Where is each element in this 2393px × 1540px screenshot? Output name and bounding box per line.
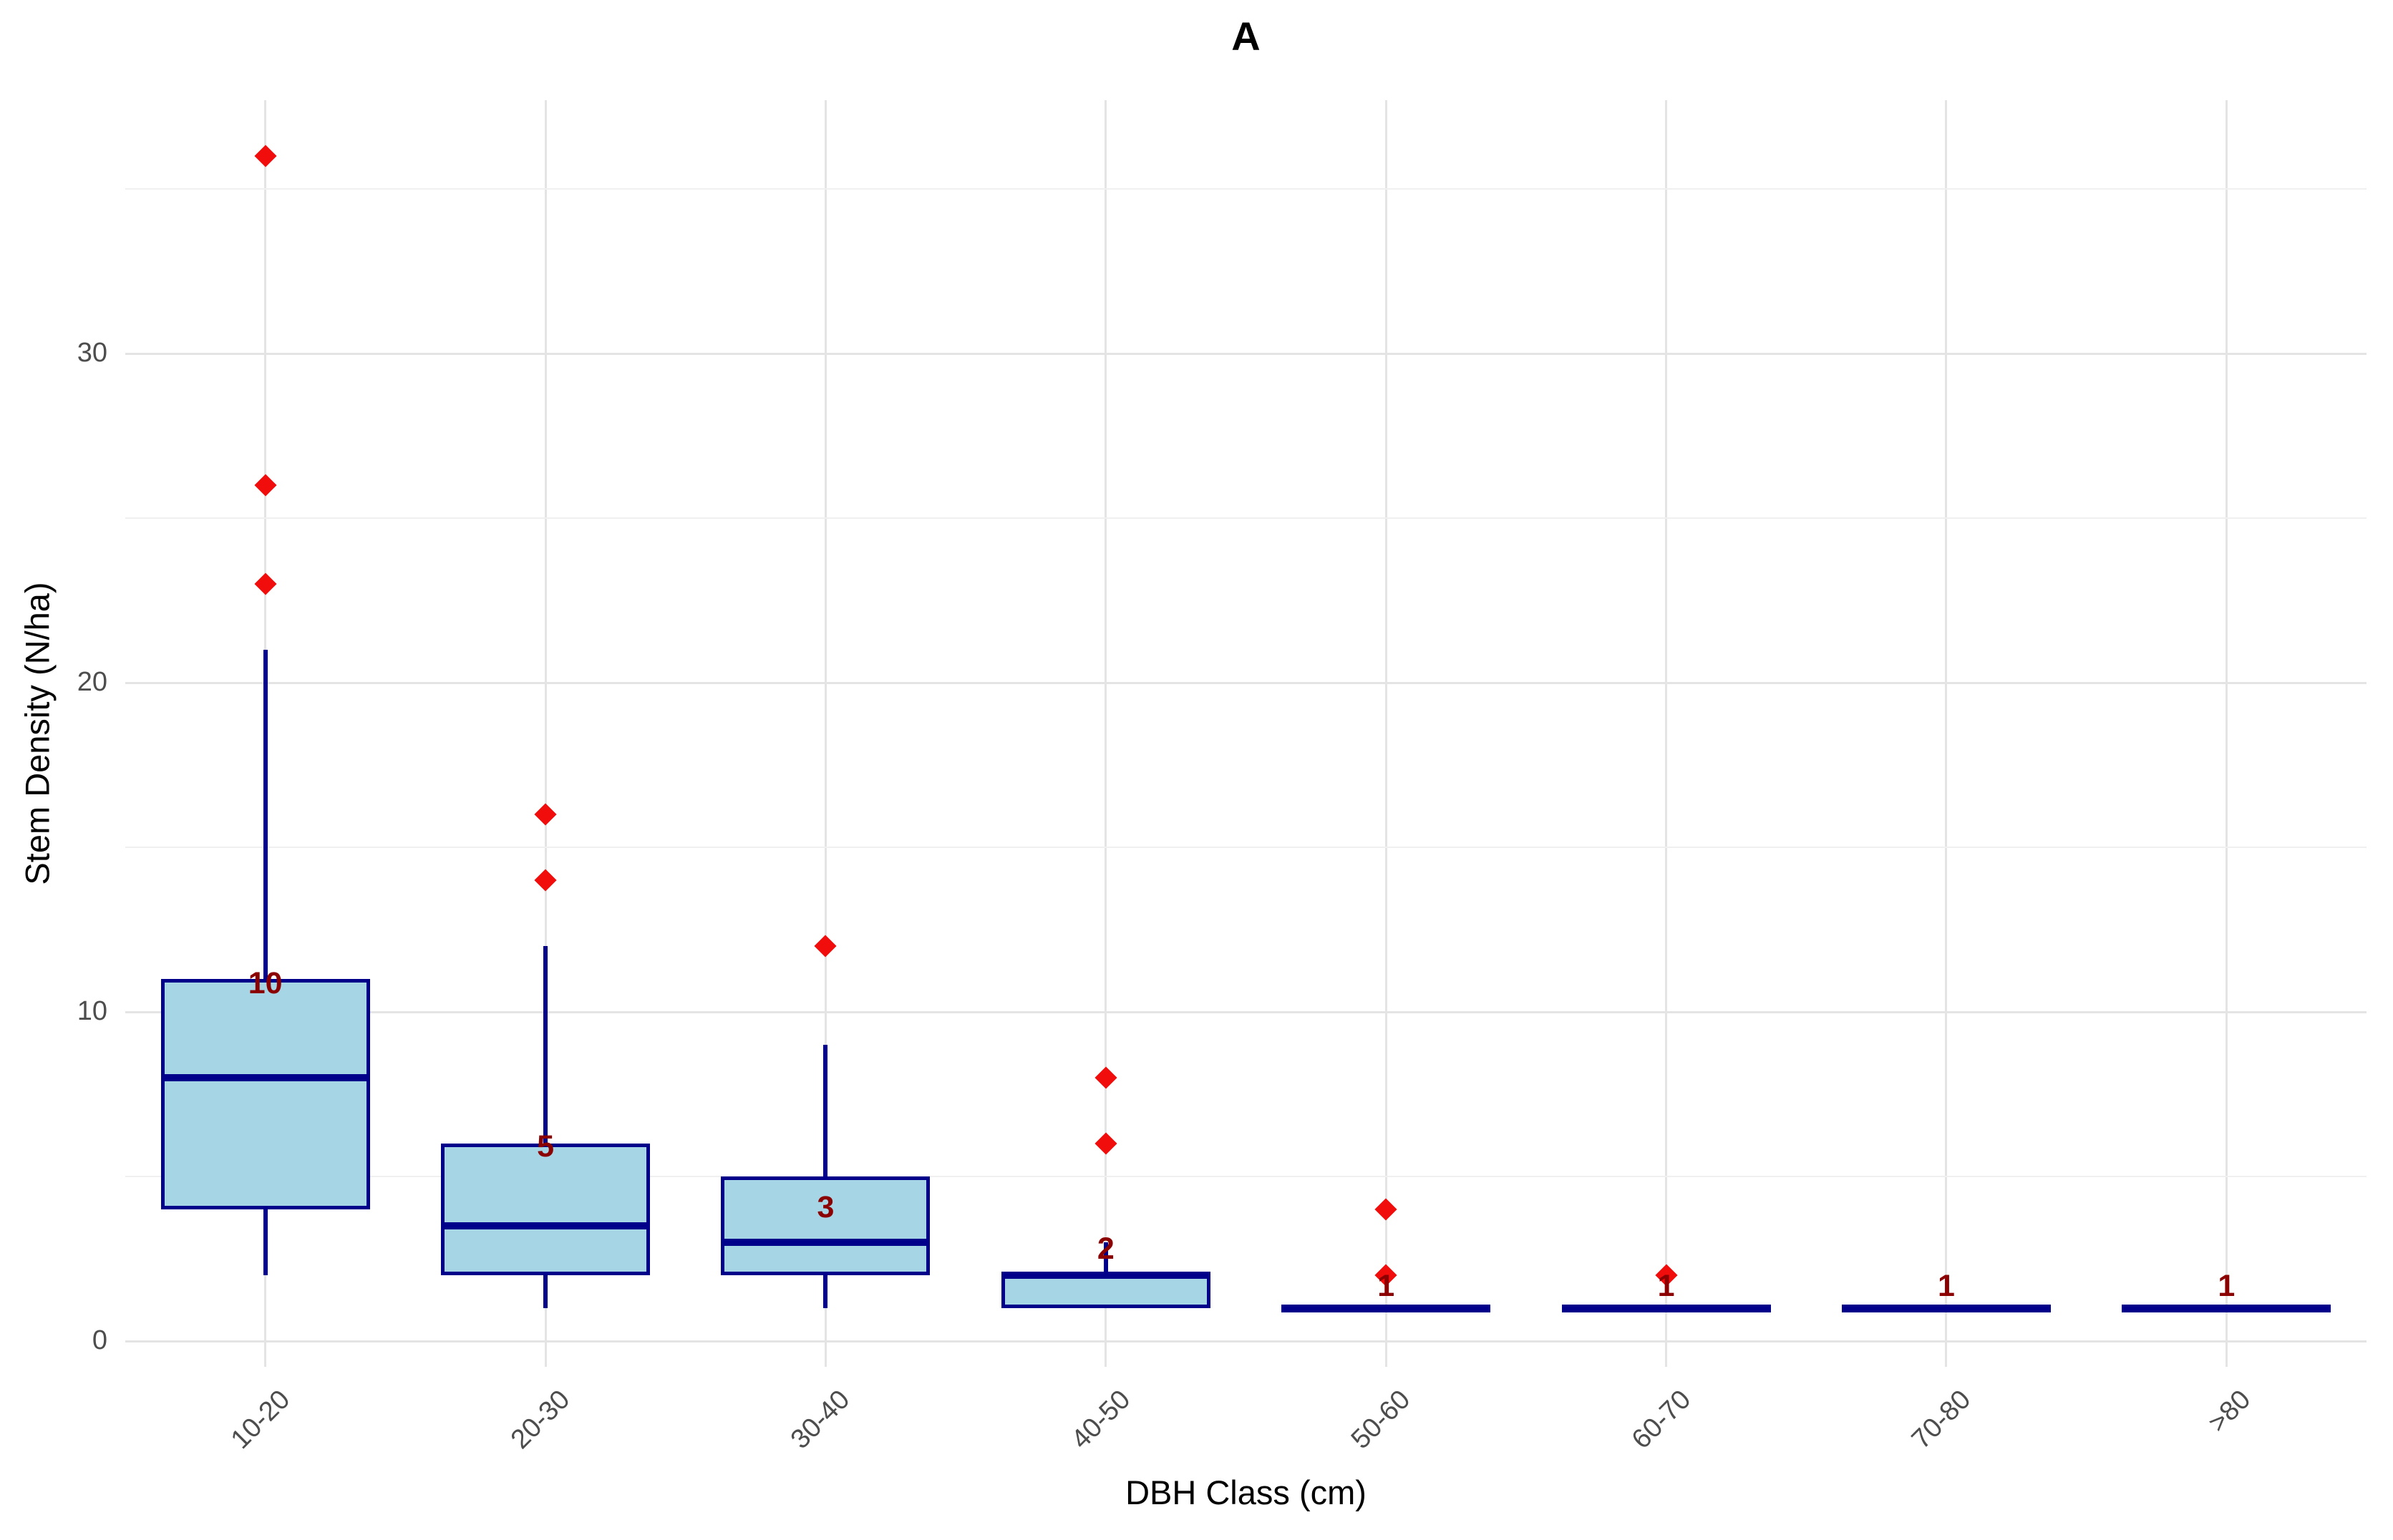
- plot-panel: 10 5 3 2 1 1 1 1: [125, 100, 2367, 1367]
- lower-whisker: [823, 1275, 828, 1308]
- box: [721, 1176, 931, 1275]
- count-label: 1: [2218, 1269, 2236, 1304]
- x-tick-label: 10-20: [225, 1384, 296, 1456]
- x-axis-title: DBH Class (cm): [1125, 1473, 1367, 1511]
- gridline-vertical: [544, 100, 547, 1367]
- count-label: 1: [1377, 1269, 1395, 1304]
- y-axis-title: Stem Density (N/ha): [18, 582, 57, 885]
- median-line: [1001, 1272, 1210, 1279]
- y-tick-label: 30: [77, 338, 107, 368]
- lower-whisker: [543, 1275, 548, 1308]
- median-line: [1841, 1304, 2051, 1312]
- x-tick-label: 40-50: [1065, 1384, 1137, 1456]
- gridline-minor: [125, 1176, 2367, 1177]
- gridline-vertical: [824, 100, 827, 1367]
- y-tick-label: 10: [77, 996, 107, 1026]
- plot-title: A: [1231, 14, 1261, 59]
- y-tick-label: 0: [92, 1325, 107, 1355]
- outlier-point: [1094, 1132, 1117, 1155]
- outlier-point: [534, 869, 557, 892]
- gridline-vertical: [1665, 100, 1668, 1367]
- upper-whisker: [823, 1045, 828, 1176]
- median-line: [1281, 1304, 1491, 1312]
- upper-whisker: [1103, 1242, 1108, 1275]
- median-line: [160, 1074, 370, 1081]
- x-tick-label: 60-70: [1626, 1384, 1697, 1456]
- gridline-major: [125, 1340, 2367, 1342]
- upper-whisker: [263, 650, 268, 979]
- box: [160, 979, 370, 1209]
- gridline-vertical: [1105, 100, 1107, 1367]
- gridline-vertical: [1384, 100, 1387, 1367]
- x-tick-label: 70-80: [1906, 1384, 1977, 1456]
- x-tick-label: 20-30: [505, 1384, 576, 1456]
- count-label: 3: [817, 1190, 835, 1224]
- gridline-minor: [125, 188, 2367, 190]
- count-label: 5: [537, 1129, 555, 1164]
- gridline-vertical: [1945, 100, 1948, 1367]
- gridline-major: [125, 1010, 2367, 1013]
- x-tick-label: 30-40: [785, 1384, 856, 1456]
- x-tick-label: 50-60: [1346, 1384, 1417, 1456]
- median-line: [721, 1239, 931, 1246]
- outlier-point: [534, 803, 557, 826]
- median-line: [2122, 1304, 2331, 1312]
- median-line: [1561, 1304, 1771, 1312]
- count-label: 1: [1657, 1269, 1675, 1304]
- gridline-minor: [125, 517, 2367, 519]
- count-label: 10: [248, 966, 283, 1001]
- box: [441, 1144, 651, 1275]
- count-label: 1: [1937, 1269, 1955, 1304]
- outlier-point: [254, 145, 277, 167]
- outlier-point: [814, 935, 837, 957]
- outlier-point: [1094, 1066, 1117, 1089]
- gridline-minor: [125, 847, 2367, 848]
- lower-whisker: [263, 1209, 268, 1275]
- outlier-point: [1374, 1198, 1397, 1221]
- y-tick-label: 20: [77, 667, 107, 697]
- gridline-major: [125, 681, 2367, 684]
- outlier-point: [254, 572, 277, 595]
- gridline-vertical: [2225, 100, 2228, 1367]
- count-label: 2: [1097, 1231, 1115, 1266]
- box: [1001, 1275, 1210, 1308]
- upper-whisker: [543, 946, 548, 1144]
- median-line: [441, 1222, 651, 1229]
- x-tick-label: >80: [2203, 1384, 2257, 1438]
- gridline-major: [125, 352, 2367, 355]
- outlier-point: [254, 474, 277, 497]
